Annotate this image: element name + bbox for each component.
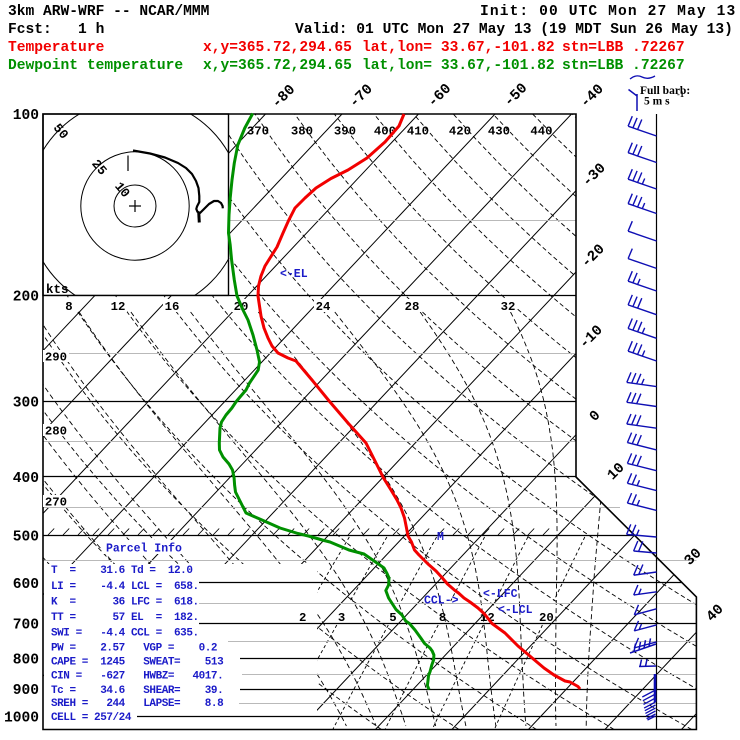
- svg-text:PW = 2.57 VGP = 0.2: PW = 2.57 VGP = 0.2: [51, 643, 217, 655]
- svg-text:<-LFC: <-LFC: [483, 588, 518, 601]
- svg-text:440: 440: [530, 125, 552, 139]
- svg-text:<-LCL: <-LCL: [498, 604, 533, 617]
- svg-text:390: 390: [334, 125, 356, 139]
- svg-text:32: 32: [501, 300, 516, 314]
- svg-text:290: 290: [45, 351, 67, 365]
- svg-text:3km ARW-WRF -- NCAR/MMM: 3km ARW-WRF -- NCAR/MMM: [8, 4, 210, 20]
- svg-text:LI = -4.4 LCL = 658.: LI = -4.4 LCL = 658.: [51, 581, 199, 593]
- svg-text:300: 300: [13, 396, 39, 412]
- svg-text:Tc = 34.6 SHEAR= 39.: Tc = 34.6 SHEAR= 39.: [51, 685, 223, 697]
- svg-text:M: M: [437, 531, 444, 544]
- svg-text:420: 420: [449, 125, 471, 139]
- svg-text:400: 400: [13, 471, 39, 487]
- svg-text:K = 36 LFC = 618.: K = 36 LFC = 618.: [51, 597, 199, 609]
- svg-text:<-EL: <-EL: [280, 268, 308, 281]
- svg-text:stn=LBB .72267: stn=LBB .72267: [562, 58, 685, 74]
- svg-text:TT = 57 EL = 182.: TT = 57 EL = 182.: [51, 612, 199, 624]
- svg-text:SREH = 244 LAPSE= 8.8: SREH = 244 LAPSE= 8.8: [51, 698, 224, 710]
- svg-text:500: 500: [13, 529, 39, 545]
- svg-text:370: 370: [247, 125, 269, 139]
- svg-text:3: 3: [338, 611, 345, 625]
- svg-text:CAPE = 1245 SWEAT= 513: CAPE = 1245 SWEAT= 513: [51, 657, 224, 669]
- svg-text:kts: kts: [46, 283, 69, 297]
- svg-text:Temperature: Temperature: [8, 40, 105, 56]
- svg-text:x,y=365.72,294.65: x,y=365.72,294.65: [203, 40, 352, 56]
- svg-text:20: 20: [539, 611, 554, 625]
- svg-text:12: 12: [111, 300, 126, 314]
- svg-text:CCL->: CCL->: [424, 595, 459, 608]
- svg-text:Parcel Info: Parcel Info: [106, 543, 182, 556]
- svg-text:410: 410: [407, 125, 429, 139]
- svg-text:lat,lon= 33.67,-101.82: lat,lon= 33.67,-101.82: [362, 58, 555, 74]
- svg-text:600: 600: [13, 577, 39, 593]
- svg-text:Init: 00 UTC Mon 27 May 13: Init: 00 UTC Mon 27 May 13: [480, 4, 736, 20]
- svg-text:900: 900: [13, 683, 39, 699]
- svg-text:-1: -1: [677, 89, 684, 99]
- svg-text:5 m s: 5 m s: [644, 96, 670, 108]
- svg-text:T = 31.6 Td = 12.0: T = 31.6 Td = 12.0: [51, 565, 192, 577]
- svg-text:Full barb:: Full barb:: [640, 85, 690, 97]
- svg-text:430: 430: [488, 125, 510, 139]
- svg-text:100: 100: [13, 108, 39, 124]
- svg-text:8: 8: [65, 300, 72, 314]
- svg-text:24: 24: [316, 300, 331, 314]
- svg-text:200: 200: [13, 289, 39, 305]
- svg-text:700: 700: [13, 617, 39, 633]
- svg-text:stn=LBB .72267: stn=LBB .72267: [562, 40, 685, 56]
- svg-text:CIN = -627 HWBZ= 4017.: CIN = -627 HWBZ= 4017.: [51, 670, 223, 682]
- svg-text:Dewpoint temperature: Dewpoint temperature: [8, 58, 183, 74]
- svg-text:800: 800: [13, 652, 39, 668]
- svg-text:8: 8: [439, 611, 446, 625]
- svg-text:lat,lon= 33.67,-101.82: lat,lon= 33.67,-101.82: [362, 40, 555, 56]
- svg-text:280: 280: [45, 425, 67, 439]
- svg-text:380: 380: [291, 125, 313, 139]
- svg-text:16: 16: [165, 300, 180, 314]
- svg-text:SWI = -4.4 CCL = 635.: SWI = -4.4 CCL = 635.: [51, 627, 199, 639]
- svg-text:2: 2: [299, 611, 306, 625]
- svg-text:Valid: 01 UTC Mon 27 May 13 (1: Valid: 01 UTC Mon 27 May 13 (19 MDT Sun …: [295, 22, 733, 38]
- svg-text:x,y=365.72,294.65: x,y=365.72,294.65: [203, 58, 352, 74]
- svg-text:28: 28: [405, 300, 420, 314]
- svg-text:CELL = 257/24: CELL = 257/24: [51, 712, 132, 724]
- svg-text:1000: 1000: [4, 711, 39, 727]
- svg-text:Fcst: 1 h: Fcst: 1 h: [8, 22, 104, 38]
- svg-text:5: 5: [389, 611, 396, 625]
- svg-text:270: 270: [45, 496, 67, 510]
